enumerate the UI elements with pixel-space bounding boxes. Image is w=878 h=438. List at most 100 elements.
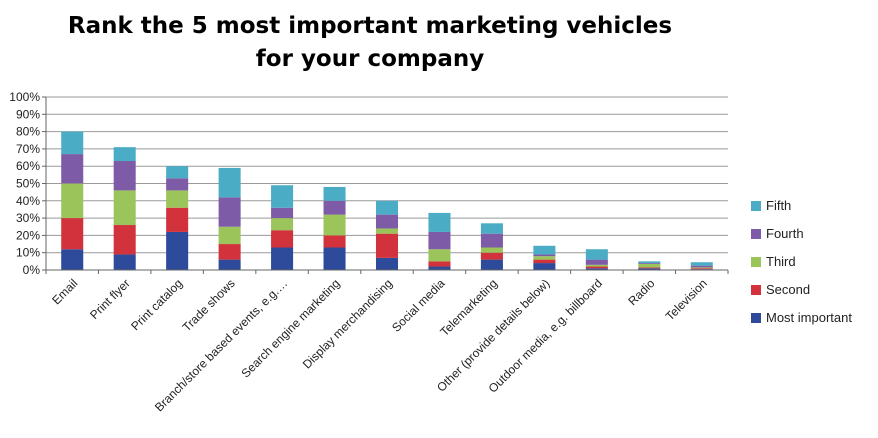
x-tick-label: Search engine marketing <box>238 276 342 380</box>
bar-segment <box>113 254 136 270</box>
bar-segment <box>271 185 294 208</box>
bar-segment <box>166 166 189 179</box>
bar-segment <box>533 254 556 257</box>
legend-label: Most important <box>766 310 852 325</box>
bar-segment <box>690 268 713 270</box>
bar-segment <box>480 223 503 234</box>
bars <box>61 131 713 270</box>
legend: Fifth Fourth Third Second Most important <box>751 198 852 325</box>
bar-segment <box>690 267 713 269</box>
bar-segment <box>218 259 241 270</box>
legend-swatch <box>751 285 761 295</box>
legend-swatch <box>751 229 761 239</box>
bar-segment <box>166 178 189 191</box>
bar-segment <box>585 264 608 267</box>
bar-segment <box>638 263 661 264</box>
bar-segment <box>113 147 136 162</box>
legend-label: Third <box>766 254 796 269</box>
y-tick-label: 0% <box>23 263 41 277</box>
bar-segment <box>166 207 189 232</box>
bar-segment <box>638 267 661 269</box>
x-tick-label: Social media <box>389 276 448 335</box>
bar-segment <box>638 268 661 270</box>
bar-segment <box>113 225 136 255</box>
x-tick-label: Radio <box>625 276 657 308</box>
bar-segment <box>428 266 451 270</box>
y-tick-label: 20% <box>16 228 40 242</box>
bar-segment <box>638 263 661 268</box>
y-tick-label: 90% <box>16 107 40 121</box>
legend-swatch <box>751 313 761 323</box>
y-tick-label: 10% <box>16 246 40 260</box>
bar-segment <box>428 261 451 267</box>
bar-segment <box>533 245 556 255</box>
legend-label: Second <box>766 282 810 297</box>
bar-segment <box>585 259 608 265</box>
x-tick-label: Print flyer <box>87 276 133 322</box>
bar-segment <box>533 259 556 264</box>
y-axis: 0% 10% 20% 30% 40% 50% 60% 70% 80% 90% 100% <box>9 90 47 277</box>
bar-segment <box>113 190 136 226</box>
bar-segment <box>218 167 241 198</box>
y-tick-label: 60% <box>16 159 40 173</box>
legend-label: Fourth <box>766 226 804 241</box>
bar-segment <box>375 233 399 258</box>
x-tick-label: Display merchandising <box>300 276 395 371</box>
x-tick-label: Outdoor media, e.g. billboard <box>486 276 605 395</box>
bar-segment <box>323 186 346 201</box>
bar-segment <box>323 200 346 215</box>
bar-segment <box>480 233 503 248</box>
bar-segment <box>61 218 84 250</box>
legend-swatch <box>751 257 761 267</box>
y-tick-label: 80% <box>16 125 40 139</box>
bar-segment <box>323 214 346 236</box>
bar-segment <box>218 197 241 227</box>
bar-segment <box>271 230 294 248</box>
legend-label: Fifth <box>766 198 791 213</box>
bar-segment <box>166 231 189 270</box>
x-tick-label: Television <box>663 276 710 323</box>
y-tick-label: 30% <box>16 211 40 225</box>
bar-segment <box>533 263 556 270</box>
bar-segment <box>166 190 189 208</box>
bar-segment <box>218 244 241 260</box>
y-tick-label: 70% <box>16 142 40 156</box>
bar-segment <box>61 249 84 270</box>
bar-segment <box>61 154 84 184</box>
bar-segment <box>480 247 503 253</box>
bar-segment <box>61 131 84 155</box>
bar-segment <box>271 247 294 270</box>
bar-segment <box>428 249 451 262</box>
y-tick-label: 40% <box>16 194 40 208</box>
bar-segment <box>585 268 608 270</box>
bar-segment <box>428 212 451 232</box>
x-tick-label: Print catalog <box>128 276 185 333</box>
bar-segment <box>113 161 136 191</box>
bar-segment <box>271 218 294 231</box>
bar-segment <box>323 235 346 248</box>
bar-segment <box>218 226 241 245</box>
y-tick-label: 50% <box>16 177 40 191</box>
bar-segment <box>480 252 503 260</box>
chart-title: Rank the 5 most important marketing vehi… <box>67 13 673 72</box>
bar-segment <box>375 200 399 215</box>
bar-segment <box>323 247 346 270</box>
bar-segment <box>690 265 713 268</box>
bar-segment <box>690 262 713 266</box>
gridlines <box>46 96 728 271</box>
bar-segment <box>428 231 451 250</box>
bar-segment <box>375 214 399 229</box>
x-tick-label: Trade shows <box>180 276 238 334</box>
x-tick-label: Email <box>49 276 80 307</box>
bar-segment <box>375 257 399 270</box>
bar-segment <box>271 207 294 219</box>
bar-segment <box>375 228 399 234</box>
legend-swatch <box>751 201 761 211</box>
bar-segment <box>480 259 503 270</box>
bar-segment <box>638 261 661 264</box>
bar-segment <box>585 266 608 269</box>
bar-segment <box>61 183 84 219</box>
bar-segment <box>585 249 608 260</box>
